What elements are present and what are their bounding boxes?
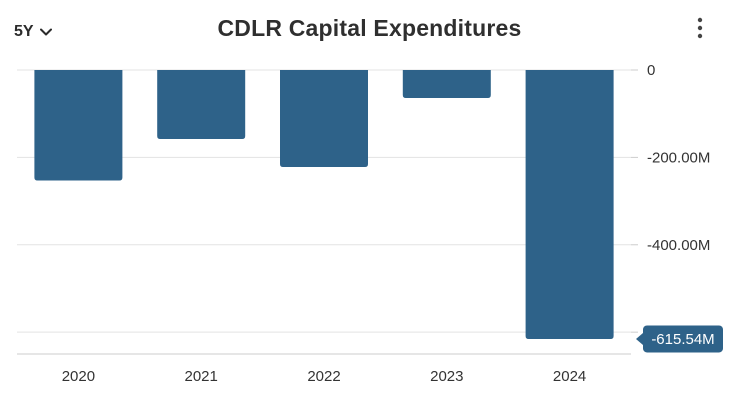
x-tick-label: 2022 — [307, 368, 340, 385]
bar-2023[interactable] — [402, 70, 491, 98]
bar-2022[interactable] — [280, 70, 368, 167]
bar-2020[interactable] — [34, 70, 123, 181]
callout-box — [643, 325, 723, 353]
y-tick-label: 0 — [647, 62, 655, 79]
last-value-label: -615.54M — [651, 331, 714, 348]
x-tick-label: 2021 — [185, 368, 218, 385]
x-tick-label: 2024 — [553, 368, 586, 385]
chevron-down-icon — [39, 28, 52, 36]
bar-2024[interactable] — [525, 70, 614, 339]
axes — [17, 69, 638, 355]
last-value-callout: -615.54M — [636, 325, 723, 353]
axis-labels: 0 -200.00M -400.00M 2020 2021 2022 2023 2024 — [62, 62, 711, 385]
chart-title: CDLR Capital Expenditures — [217, 15, 522, 41]
callout-pointer — [636, 332, 643, 345]
time-range-select[interactable]: 5Y — [14, 20, 52, 44]
more-vertical-icon — [689, 17, 711, 47]
bars — [34, 70, 614, 339]
more-options-button[interactable] — [689, 15, 711, 43]
time-range-label: 5Y — [14, 23, 34, 40]
chart-header: 5Y CDLR Capital Expenditures — [0, 0, 739, 60]
y-tick-label: -200.00M — [647, 149, 710, 166]
x-tick-label: 2023 — [430, 368, 463, 385]
bar-2021[interactable] — [157, 70, 246, 140]
x-tick-label: 2020 — [62, 368, 95, 385]
y-tick-label: -400.00M — [647, 237, 710, 254]
